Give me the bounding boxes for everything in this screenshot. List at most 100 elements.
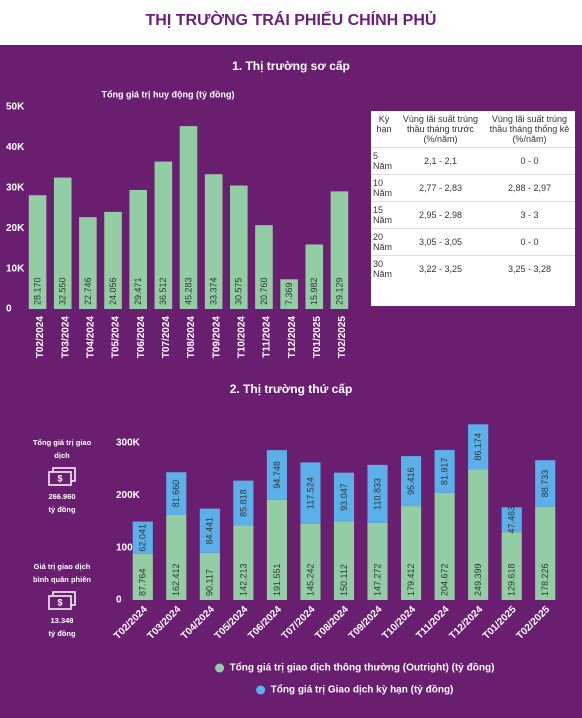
- bar-segment: [166, 472, 187, 515]
- bar-segment: [501, 532, 522, 600]
- bar-segment: [434, 492, 455, 600]
- bar-segment: [468, 424, 489, 470]
- bar-segment: [266, 499, 287, 600]
- data-label: 191.551: [272, 563, 282, 596]
- data-label: 150.112: [339, 564, 349, 596]
- bar-segment: [132, 521, 153, 555]
- x-tick-label: T07/2024: [161, 316, 172, 359]
- table-cell: 30 Năm: [371, 255, 397, 282]
- bar: [28, 195, 47, 309]
- table-cell: 3,05 - 3,05: [397, 228, 484, 256]
- table-cell: 3,22 - 3,25: [397, 255, 484, 282]
- data-label: 20.760: [259, 277, 269, 305]
- bar-segment: [233, 525, 254, 600]
- bar-segment: [333, 472, 355, 522]
- bar: [305, 244, 324, 309]
- data-label: 36.512: [158, 277, 168, 305]
- x-tick-label: T05/2024: [111, 316, 122, 359]
- section-title: 1. Thị trường sơ cấp: [232, 59, 350, 73]
- data-label: 85.818: [238, 489, 248, 517]
- data-label: 29.471: [133, 277, 143, 305]
- table-cell: 5 Năm: [371, 147, 397, 175]
- data-label: 30.575: [234, 277, 244, 305]
- table-row: 10 Năm 2,77 - 2,83 2,88 - 2,97: [371, 174, 575, 202]
- data-label: 117.524: [305, 477, 315, 509]
- x-tick-label: T02/2024: [112, 604, 150, 642]
- bar-segment: [501, 507, 522, 533]
- title-band: [0, 0, 582, 45]
- table-cell: 10 Năm: [371, 174, 397, 202]
- bar-segment: [166, 514, 187, 600]
- x-tick-label: T11/2024: [414, 604, 452, 642]
- stat-value: 266.960: [48, 492, 76, 501]
- x-tick-label: T02/2025: [337, 316, 348, 359]
- bar: [154, 161, 173, 309]
- x-tick-label: T08/2024: [186, 316, 197, 359]
- x-tick-label: T09/2024: [211, 316, 222, 359]
- data-label: 47.463: [507, 506, 517, 534]
- bar: [280, 279, 298, 309]
- table-cell: 15 Năm: [371, 201, 397, 229]
- data-label: 24.056: [108, 277, 118, 305]
- page-title: THỊ TRƯỜNG TRÁI PHIẾU CHÍNH PHỦ: [146, 10, 437, 29]
- table-row: 30 Năm 3,22 - 3,25 3,25 - 3,28: [371, 255, 575, 282]
- x-tick-label: T10/2024: [236, 316, 247, 359]
- y-tick-label: 20K: [6, 223, 25, 234]
- table-cell: 0 - 0: [483, 147, 575, 175]
- header-cell: Vùng lãi suất trúng thầu tháng trước (%/…: [402, 114, 478, 144]
- data-label: 84.441: [205, 517, 215, 545]
- bar: [330, 191, 349, 309]
- data-label: 62.041: [138, 524, 148, 552]
- y-tick-label: 0: [6, 304, 12, 315]
- bar-segment: [199, 552, 220, 600]
- table-cell: 3,25 - 3,28: [483, 255, 575, 282]
- data-label: 90.117: [205, 569, 215, 596]
- x-tick-label: T09/2024: [347, 604, 385, 642]
- stat-label: Tổng giá trị giao dịch: [32, 438, 92, 460]
- bar-segment: [132, 554, 153, 600]
- chart-title: Tổng giá trị huy động (tỷ đồng): [102, 89, 235, 99]
- table-cell: 2,95 - 2,98: [397, 201, 484, 229]
- y-tick-label: 100K: [116, 542, 141, 553]
- table-cell: 20 Năm: [371, 228, 397, 256]
- x-tick-label: T02/2025: [515, 604, 553, 642]
- data-label: 204.672: [439, 563, 449, 596]
- legend-marker: [215, 663, 225, 673]
- data-label: 87.764: [138, 568, 148, 596]
- bar: [129, 189, 147, 309]
- x-tick-label: T06/2024: [246, 604, 284, 642]
- x-tick-label: T02/2024: [35, 316, 46, 359]
- data-label: 95.416: [406, 467, 416, 495]
- data-label: 22.746: [83, 277, 93, 305]
- bar: [255, 225, 273, 309]
- stat-unit: tỷ đồng: [48, 505, 76, 514]
- bar-segment: [300, 462, 321, 524]
- data-label: 147.272: [372, 563, 382, 596]
- stat-label: Giá trị giao dịch bình quân phiên: [33, 562, 91, 584]
- data-label: 81.917: [439, 458, 449, 486]
- table-cell: 3 - 3: [483, 201, 575, 229]
- table: Kỳ hạn Vùng lãi suất trúng thầu tháng tr…: [371, 111, 575, 282]
- data-label: 45.283: [183, 277, 193, 305]
- x-tick-label: T03/2024: [146, 604, 184, 642]
- legend-label: Tổng giá trị Giao dịch kỳ hạn (tỷ đồng): [271, 684, 454, 696]
- table-row: 5 Năm 2,1 - 2,1 0 - 0: [371, 147, 575, 175]
- money-icon: $: [48, 467, 76, 486]
- x-tick-label: T12/2024: [447, 604, 485, 642]
- bar-segment: [401, 506, 422, 600]
- x-tick-label: T04/2024: [179, 604, 217, 642]
- x-tick-label: T12/2024: [287, 316, 298, 359]
- bar-segment: [401, 456, 422, 507]
- header-cell: Kỳ hạn: [376, 114, 392, 134]
- data-label: 15.982: [309, 277, 319, 305]
- data-label: 162.412: [171, 563, 181, 596]
- data-label: 129.618: [507, 563, 517, 596]
- bar: [53, 177, 72, 309]
- x-tick-label: T01/2025: [481, 604, 519, 642]
- y-tick-label: 0: [116, 595, 122, 606]
- data-label: 145.242: [305, 563, 315, 596]
- header-cell: Vùng lãi suất trúng thầu tháng thống kê …: [489, 114, 570, 144]
- data-label: 29.129: [334, 277, 344, 305]
- money-icon: $: [48, 591, 76, 610]
